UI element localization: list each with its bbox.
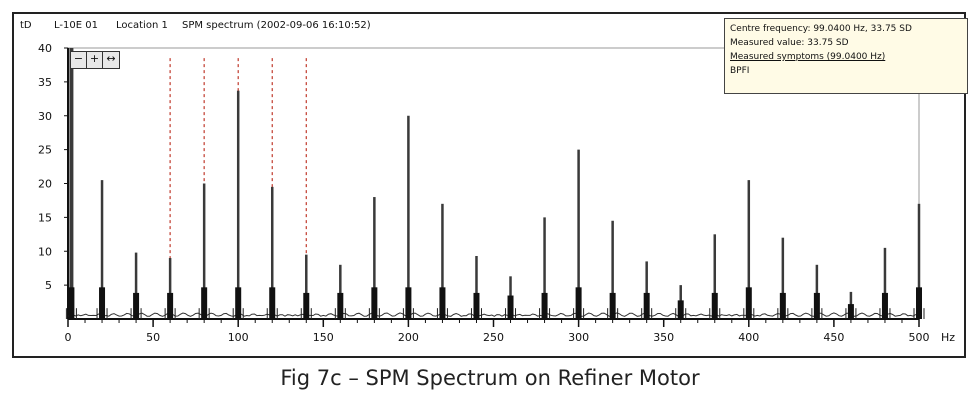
peak-base bbox=[881, 292, 888, 319]
peak-base bbox=[677, 300, 684, 319]
peak-base bbox=[303, 292, 310, 319]
spectrum-peak bbox=[270, 186, 274, 319]
peak-base bbox=[337, 292, 344, 319]
noise-floor bbox=[67, 312, 919, 317]
peak-base bbox=[439, 287, 446, 319]
x-tick-label: 150 bbox=[313, 331, 334, 344]
y-tick-label: 10 bbox=[38, 245, 52, 258]
spectrum-peak bbox=[168, 258, 172, 319]
peak-base bbox=[201, 287, 208, 319]
header-measurement: SPM spectrum (2002-09-06 16:10:52) bbox=[182, 20, 371, 31]
spectrum-peak bbox=[305, 254, 308, 319]
peak-base bbox=[813, 292, 820, 319]
peak-base bbox=[711, 292, 718, 319]
y-tick-label: 40 bbox=[38, 42, 52, 55]
peak-base bbox=[507, 295, 514, 319]
cursor-info-box: Centre frequency: 99.0400 Hz, 33.75 SD M… bbox=[724, 18, 968, 94]
y-tick-label: 20 bbox=[38, 178, 52, 191]
peak-base bbox=[609, 292, 616, 319]
peak-base bbox=[541, 292, 548, 319]
x-tick-label: 350 bbox=[653, 331, 674, 344]
x-tick-label: 250 bbox=[483, 331, 504, 344]
x-tick-label: 200 bbox=[398, 331, 419, 344]
peak-base bbox=[575, 287, 582, 319]
x-tick-label: 500 bbox=[909, 331, 930, 344]
spectrum-window: 5 10 15 20 25 30 35 40 0 50 100 150 200 250 300 350 400 4… bbox=[12, 12, 968, 358]
peak-base bbox=[643, 292, 650, 319]
spectrum-peak bbox=[815, 264, 819, 319]
peak-base bbox=[473, 292, 480, 319]
peak-base bbox=[405, 287, 412, 319]
spectrum-peak bbox=[577, 149, 580, 319]
info-measured-symptoms[interactable]: Measured symptoms (99.0400 Hz) bbox=[730, 52, 886, 62]
spectrum-peak bbox=[747, 180, 751, 319]
spectrum-peak bbox=[917, 203, 921, 319]
header-position: Location 1 bbox=[116, 20, 168, 31]
zoom-in-button[interactable]: + bbox=[87, 52, 103, 68]
peak-base bbox=[371, 287, 378, 319]
y-tick-label: 25 bbox=[38, 144, 52, 157]
x-tick-label: 100 bbox=[228, 331, 249, 344]
spectrum-peak bbox=[475, 255, 478, 319]
pan-button[interactable]: ↔ bbox=[103, 52, 119, 68]
x-tick-label: 300 bbox=[568, 331, 589, 344]
spectrum-peak bbox=[645, 261, 648, 319]
spectrum-peak bbox=[202, 183, 206, 319]
spectrum-peak bbox=[373, 197, 376, 319]
info-measured-value: Measured value: 33.75 SD bbox=[730, 38, 849, 48]
x-tick-label: 400 bbox=[738, 331, 759, 344]
figure-caption: Fig 7c – SPM Spectrum on Refiner Motor bbox=[280, 366, 700, 390]
zoom-out-button[interactable]: − bbox=[71, 52, 87, 68]
info-centre-frequency: Centre frequency: 99.0400 Hz, 33.75 SD bbox=[730, 24, 912, 34]
spectrum-peak bbox=[134, 252, 138, 319]
x-tick-label: 0 bbox=[65, 331, 72, 344]
x-axis-label: Hz bbox=[941, 331, 955, 344]
peak-base bbox=[847, 304, 854, 319]
spectrum-peak bbox=[713, 234, 717, 319]
x-tick-label: 450 bbox=[823, 331, 844, 344]
peak-base bbox=[745, 287, 752, 319]
peak-base bbox=[779, 292, 786, 319]
spectrum-peak bbox=[611, 220, 614, 319]
peak-base bbox=[916, 287, 922, 319]
y-unit-label: tD bbox=[20, 20, 32, 31]
spectrum-peak bbox=[339, 264, 342, 319]
zoom-controls: − + ↔ bbox=[70, 51, 120, 69]
y-tick-label: 30 bbox=[38, 110, 52, 123]
peak-base bbox=[235, 287, 242, 319]
peak-base bbox=[99, 287, 106, 319]
y-tick-label: 5 bbox=[45, 279, 52, 292]
peak-base bbox=[269, 287, 276, 319]
spectrum-peak bbox=[100, 180, 104, 319]
spectrum-peak bbox=[883, 247, 887, 319]
y-tick-label: 15 bbox=[38, 211, 52, 224]
x-tick-label: 50 bbox=[146, 331, 160, 344]
peak-base bbox=[133, 292, 140, 319]
header-identity: L-10E 01 bbox=[54, 20, 98, 31]
spectrum-peak bbox=[441, 203, 444, 319]
peak-base bbox=[68, 287, 75, 319]
peak-base bbox=[167, 292, 174, 319]
spectrum-peak bbox=[781, 237, 785, 319]
spectrum-peak bbox=[407, 115, 410, 319]
spectrum-peak bbox=[69, 48, 74, 319]
spectrum-peak bbox=[236, 90, 240, 320]
info-symptom-code: BPFI bbox=[730, 66, 750, 76]
y-tick-label: 35 bbox=[38, 76, 52, 89]
spectrum-peak bbox=[543, 217, 546, 319]
